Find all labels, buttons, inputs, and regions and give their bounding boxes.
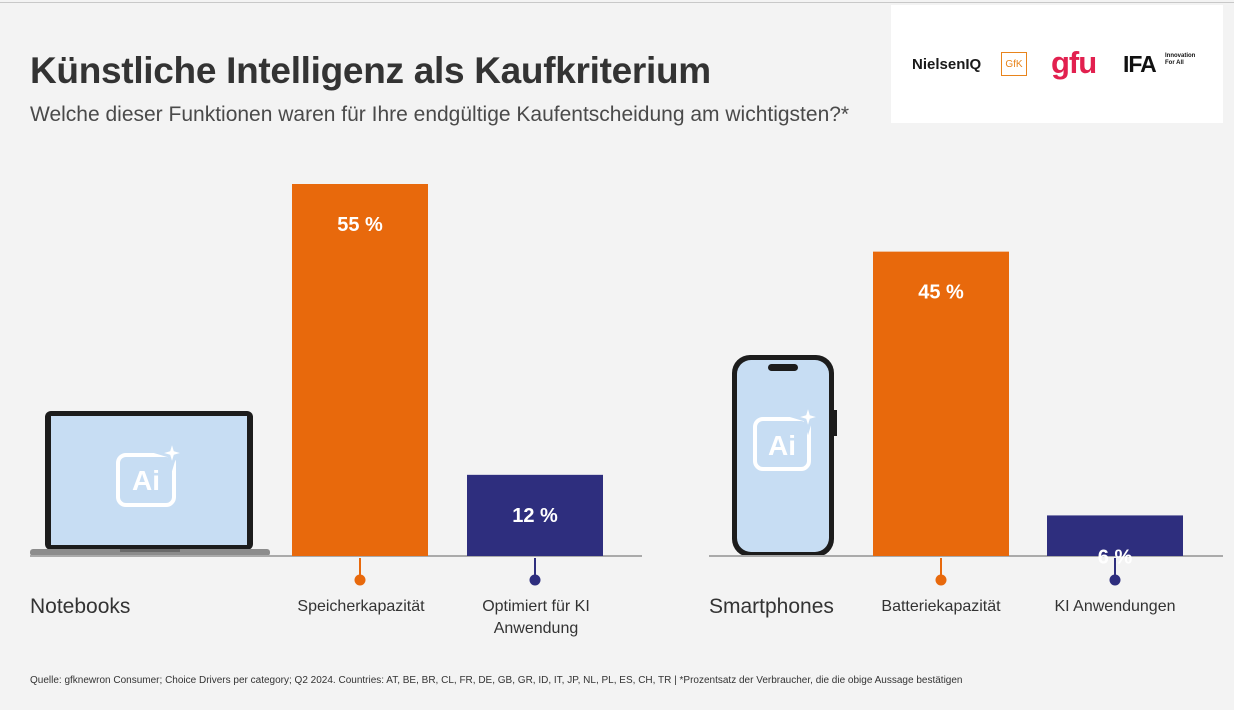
category-label: Optimiert für KI Anwendung bbox=[482, 598, 590, 637]
source-footnote: Quelle: gfknewron Consumer; Choice Drive… bbox=[30, 675, 963, 686]
ifa-logo: IFA bbox=[1123, 51, 1157, 77]
bar-value-label: 6 % bbox=[1098, 546, 1133, 568]
bar bbox=[467, 474, 603, 556]
logo-panel: NielsenIQ GfK gfu IFA Innovation For All bbox=[891, 5, 1223, 123]
group-label-smartphones: Smartphones bbox=[709, 595, 834, 618]
category-label: Batteriekapazität bbox=[881, 598, 1001, 615]
bar bbox=[873, 251, 1009, 557]
bar bbox=[292, 184, 428, 556]
bar bbox=[1047, 515, 1183, 556]
bar-value-label: 55 % bbox=[337, 214, 383, 236]
ai-sparkle-icon: Ai bbox=[116, 434, 191, 507]
bars-layer: 55 % 12 % 45 % 6 % bbox=[30, 184, 1223, 586]
category-label: Speicherkapazität bbox=[297, 598, 425, 615]
category-dot bbox=[529, 574, 541, 586]
chart-subtitle: Welche dieser Funktionen waren für Ihre … bbox=[30, 103, 850, 126]
svg-text:Ai: Ai bbox=[768, 430, 796, 461]
category-dot bbox=[935, 574, 947, 586]
svg-text:Ai: Ai bbox=[132, 465, 160, 496]
group-label-notebooks: Notebooks bbox=[30, 595, 131, 618]
ifa-tagline: Innovation For All bbox=[1165, 53, 1196, 66]
category-dot bbox=[1109, 574, 1121, 586]
laptop-screen bbox=[51, 416, 247, 545]
category-label: KI Anwendungen bbox=[1054, 598, 1176, 615]
bar-value-label: 45 % bbox=[918, 282, 964, 304]
nielseniq-logo: NielsenIQ bbox=[912, 56, 982, 73]
bar-value-label: 12 % bbox=[512, 505, 558, 527]
gfu-logo: gfu bbox=[1051, 45, 1097, 80]
chart-title: Künstliche Intelligenz als Kaufkriterium bbox=[30, 50, 711, 91]
top-divider bbox=[0, 2, 1234, 3]
gfk-logo: GfK bbox=[1001, 52, 1027, 76]
ai-sparkle-icon: Ai bbox=[753, 398, 827, 471]
laptop-icon: Ai bbox=[30, 411, 270, 556]
smartphone-icon: Ai bbox=[732, 355, 837, 557]
category-dot bbox=[354, 574, 366, 586]
